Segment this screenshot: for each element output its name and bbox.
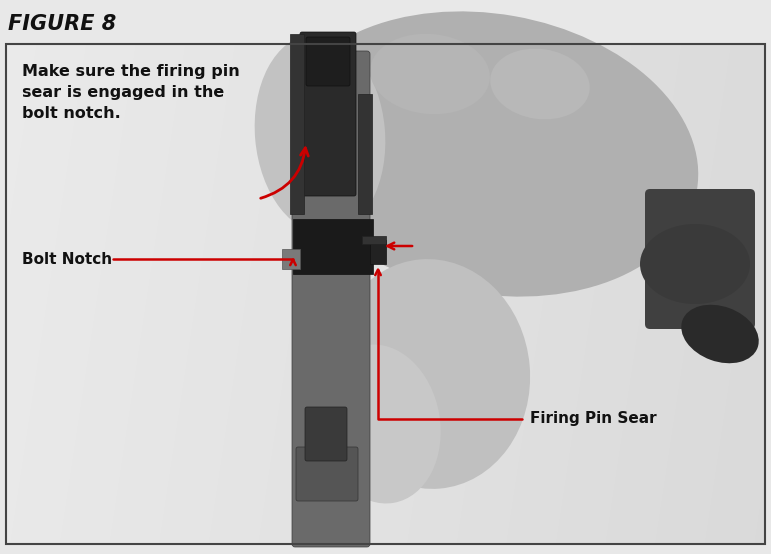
FancyBboxPatch shape	[292, 51, 370, 547]
Ellipse shape	[370, 34, 490, 114]
FancyArrowPatch shape	[388, 243, 412, 249]
FancyBboxPatch shape	[296, 447, 358, 501]
FancyBboxPatch shape	[645, 189, 755, 329]
Text: Bolt Notch: Bolt Notch	[22, 252, 112, 266]
Text: Firing Pin Sear: Firing Pin Sear	[530, 412, 657, 427]
Ellipse shape	[254, 34, 386, 234]
Text: Make sure the firing pin
sear is engaged in the
bolt notch.: Make sure the firing pin sear is engaged…	[22, 64, 240, 121]
FancyBboxPatch shape	[358, 94, 372, 214]
FancyBboxPatch shape	[293, 219, 373, 274]
Ellipse shape	[319, 345, 441, 504]
FancyBboxPatch shape	[305, 407, 347, 461]
FancyBboxPatch shape	[282, 249, 300, 269]
FancyBboxPatch shape	[290, 34, 304, 214]
Ellipse shape	[330, 259, 530, 489]
Ellipse shape	[682, 305, 759, 363]
FancyBboxPatch shape	[362, 236, 386, 244]
Ellipse shape	[490, 49, 590, 119]
FancyBboxPatch shape	[300, 32, 356, 196]
Ellipse shape	[640, 224, 750, 304]
Text: FIGURE 8: FIGURE 8	[8, 14, 116, 34]
FancyArrowPatch shape	[261, 148, 308, 198]
FancyBboxPatch shape	[370, 240, 386, 264]
FancyBboxPatch shape	[306, 37, 350, 86]
Ellipse shape	[281, 12, 699, 296]
